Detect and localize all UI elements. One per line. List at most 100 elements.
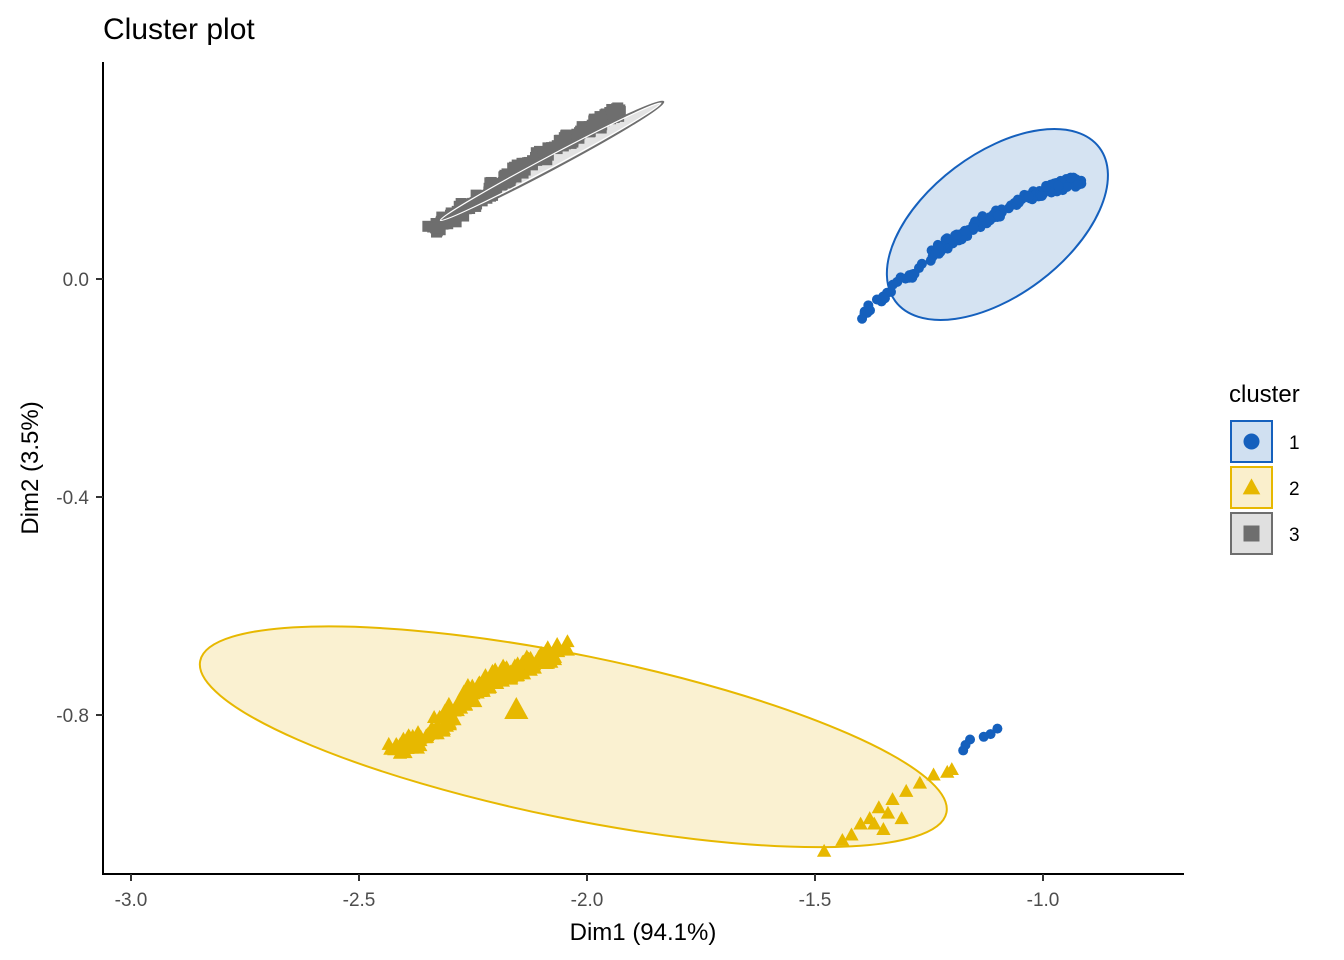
cluster-1-point — [1065, 172, 1076, 183]
cluster-3-point — [596, 111, 608, 123]
legend-item-3: 3 — [1230, 512, 1300, 555]
cluster-2-point — [458, 697, 474, 711]
cluster-2-point — [885, 792, 900, 806]
y-tick-label: -0.8 — [56, 706, 89, 727]
cluster-3-point — [485, 176, 497, 188]
cluster-1-point — [1053, 180, 1064, 191]
cluster-1-point — [857, 313, 868, 324]
cluster-2-point — [472, 675, 487, 689]
cluster-3-point — [450, 216, 462, 228]
legend-item-2: 2 — [1230, 466, 1300, 509]
cluster-1-point — [909, 268, 920, 279]
legend-triangle-icon — [1242, 478, 1261, 495]
cluster-1-point — [1023, 191, 1034, 202]
cluster-2-point — [473, 682, 488, 696]
cluster-3-point — [487, 189, 499, 201]
legend-item-1: 1 — [1230, 420, 1300, 463]
cluster-2-point — [880, 805, 896, 819]
cluster-3-ellipse-inner — [439, 102, 662, 222]
cluster-2-point — [835, 832, 850, 846]
cluster-1-point — [916, 258, 927, 269]
legend-label: 1 — [1289, 433, 1300, 454]
cluster-3-point — [467, 197, 479, 209]
cluster-2-point — [503, 669, 519, 683]
cluster-2-point — [550, 644, 566, 658]
cluster-3-point — [606, 103, 618, 115]
y-tick-label: -0.4 — [56, 488, 89, 509]
cluster-3-point — [571, 128, 583, 140]
cluster-3-point — [527, 155, 539, 167]
cluster-3-point — [579, 126, 591, 138]
cluster-1-point — [984, 215, 995, 226]
cluster-2-point — [456, 684, 471, 698]
cluster-1-point — [871, 294, 882, 305]
x-tick-label: -1.0 — [1027, 890, 1060, 911]
cluster-1-point — [879, 293, 890, 304]
cluster-3-point — [477, 190, 489, 202]
legend-label: 2 — [1289, 479, 1300, 500]
cluster-2-point — [912, 775, 928, 789]
x-tick-label: -3.0 — [115, 890, 148, 911]
cluster-1-point — [865, 305, 876, 316]
x-axis-ticks: -3.0 -2.5 -2.0 -1.5 -1.0 — [115, 874, 1060, 911]
cluster-2-point — [867, 816, 882, 830]
cluster-2-point — [871, 800, 886, 814]
legend-key — [1230, 512, 1273, 555]
cluster-3-point — [509, 161, 521, 173]
cluster-3-point — [537, 146, 549, 158]
cluster-3-point — [560, 138, 572, 150]
cluster-3-point — [549, 142, 561, 154]
cluster-3-points — [422, 102, 626, 238]
cluster-3-point — [470, 189, 482, 201]
cluster-3-point — [609, 111, 621, 123]
cluster-1-point — [951, 229, 962, 240]
x-axis-label: Dim1 (94.1%) — [570, 919, 717, 946]
legend-circle-icon — [1243, 433, 1260, 450]
cluster-2-point — [439, 718, 454, 732]
legend-label: 3 — [1289, 525, 1300, 546]
cluster-2-ellipse — [198, 625, 948, 849]
cluster-1-point — [942, 233, 953, 244]
legend-key — [1230, 420, 1273, 463]
cluster-2-point — [430, 717, 445, 731]
cluster-1-point — [887, 279, 898, 290]
cluster-3-point — [422, 220, 434, 232]
cluster-2-point — [899, 783, 914, 797]
cluster-2-point — [816, 843, 832, 857]
cluster-1-point — [930, 249, 941, 260]
cluster-1-ellipse — [885, 128, 1109, 321]
cluster-2-point — [400, 732, 416, 746]
legend: cluster 1 2 3 — [1229, 381, 1300, 555]
y-tick-label: 0.0 — [63, 270, 89, 291]
plot-area — [198, 100, 1109, 857]
cluster-2-point — [894, 811, 909, 825]
cluster-1-point — [978, 731, 989, 742]
cluster-2-point — [944, 762, 959, 776]
cluster-2-point — [541, 652, 556, 666]
cluster-3-point — [504, 175, 516, 187]
x-tick-label: -1.5 — [799, 890, 832, 911]
y-axis-ticks: 0.0 -0.4 -0.8 — [56, 270, 103, 727]
cluster-2-point — [844, 827, 859, 841]
cluster-1-point — [977, 211, 988, 222]
legend-items: 1 2 3 — [1230, 420, 1300, 555]
cluster-1-point — [1041, 181, 1052, 192]
cluster-2-point — [485, 663, 500, 677]
chart-title: Cluster plot — [103, 13, 255, 46]
cluster-1-point — [993, 210, 1004, 221]
cluster-2-point — [423, 725, 438, 739]
x-tick-label: -2.5 — [343, 890, 376, 911]
x-tick-label: -2.0 — [571, 890, 604, 911]
cluster-1-points — [857, 172, 1087, 756]
cluster-1-point — [1036, 190, 1047, 201]
cluster-2-point — [876, 822, 891, 836]
cluster-3-point — [438, 218, 450, 230]
cluster-2-point — [495, 661, 511, 675]
cluster-1-point — [1072, 179, 1083, 190]
cluster-2-point — [504, 697, 529, 719]
cluster-1-point — [1012, 194, 1023, 205]
cluster-2-point — [392, 745, 408, 759]
cluster-3-point — [586, 119, 598, 131]
cluster-2-point — [853, 816, 868, 830]
cluster-3-point — [496, 177, 508, 189]
